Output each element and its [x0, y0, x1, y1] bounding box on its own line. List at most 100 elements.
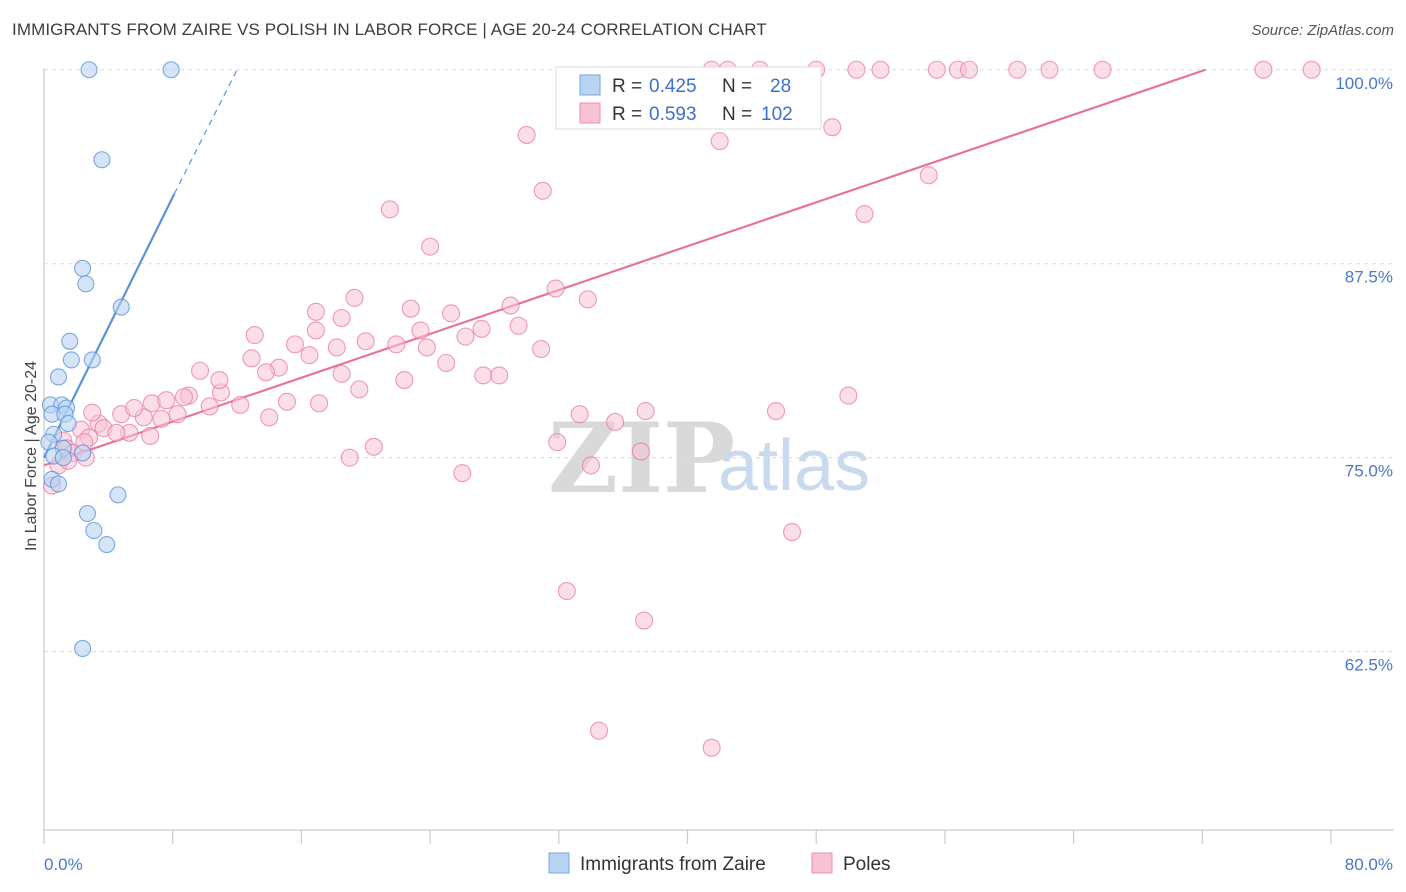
data-point-zaire: [49, 475, 68, 493]
data-point-poles: [636, 402, 655, 421]
data-point-poles: [959, 60, 979, 79]
data-point-zaire: [109, 486, 127, 504]
data-point-poles: [456, 327, 475, 346]
data-point-zaire: [77, 275, 95, 293]
data-point-poles: [260, 408, 279, 427]
data-point-poles: [231, 395, 250, 414]
data-point-poles: [490, 366, 509, 385]
x-tick-label: 0.0%: [44, 855, 83, 874]
data-point-poles: [256, 363, 276, 382]
data-point-poles: [245, 326, 264, 345]
data-point-poles: [125, 398, 144, 418]
data-point-poles: [306, 302, 325, 321]
data-point-poles: [474, 366, 493, 385]
data-point-poles: [871, 60, 890, 79]
data-point-poles: [766, 402, 786, 421]
legend-swatch-zaire: [579, 74, 601, 96]
data-point-poles: [517, 125, 536, 144]
data-point-poles: [350, 380, 369, 399]
data-point-zaire: [78, 504, 96, 523]
legend-n-value-poles: 102: [761, 104, 793, 125]
data-point-poles: [635, 611, 654, 630]
bottom-legend-swatch-zaire: [548, 852, 570, 874]
source-note: Source: ZipAtlas.com: [1251, 22, 1394, 39]
data-point-poles: [401, 299, 420, 318]
data-point-zaire: [85, 522, 103, 540]
bottom-legend-swatch-poles: [811, 852, 833, 874]
data-point-poles: [501, 296, 520, 315]
series-zaire: [40, 61, 180, 658]
data-point-poles: [578, 290, 597, 309]
data-point-poles: [157, 391, 176, 410]
data-point-poles: [1040, 60, 1059, 79]
data-point-poles: [242, 349, 261, 368]
data-point-poles: [533, 181, 552, 200]
y-axis-label: In Labor Force | Age 20-24: [23, 361, 40, 551]
data-point-poles: [441, 304, 461, 323]
data-point-poles: [1093, 60, 1112, 79]
data-point-zaire: [98, 535, 116, 554]
data-point-poles: [783, 523, 802, 542]
data-point-poles: [340, 448, 359, 467]
y-tick-labels: 62.5% 75.0% 87.5% 100.0%: [1335, 74, 1393, 675]
data-point-poles: [364, 437, 383, 456]
data-point-poles: [306, 321, 325, 340]
chart-title: IMMIGRANTS FROM ZAIRE VS POLISH IN LABOR…: [12, 20, 767, 39]
data-point-poles: [300, 346, 319, 365]
data-point-poles: [631, 442, 650, 461]
data-point-poles: [453, 464, 472, 483]
data-point-poles: [546, 279, 565, 298]
data-point-zaire: [112, 298, 130, 316]
legend-swatch-poles: [579, 102, 601, 124]
data-point-zaire: [74, 444, 92, 462]
data-point-poles: [548, 433, 567, 452]
y-tick-label: 100.0%: [1335, 74, 1393, 93]
data-point-poles: [345, 288, 364, 307]
data-point-poles: [472, 319, 491, 338]
data-point-poles: [581, 456, 601, 475]
legend-r-label-poles: R =: [612, 104, 642, 125]
data-point-poles: [107, 423, 126, 442]
data-point-poles: [1302, 60, 1321, 79]
data-point-poles: [557, 582, 576, 601]
stats-legend: R = 0.425 N = 28 R = 0.593 N = 102: [555, 66, 822, 130]
data-point-poles: [1254, 60, 1273, 79]
legend-r-value-poles: 0.593: [649, 104, 697, 125]
data-point-poles: [141, 426, 160, 445]
data-point-poles: [277, 392, 296, 411]
data-point-zaire: [59, 414, 77, 433]
data-point-zaire: [74, 639, 92, 658]
data-point-poles: [702, 738, 721, 757]
data-point-poles: [332, 364, 351, 383]
data-point-poles: [589, 721, 609, 740]
data-point-poles: [285, 335, 305, 354]
data-point-poles: [387, 335, 406, 354]
data-point-poles: [927, 60, 946, 79]
data-point-poles: [174, 388, 194, 407]
data-point-poles: [395, 371, 414, 390]
data-point-zaire: [54, 449, 72, 467]
data-point-poles: [855, 204, 874, 224]
data-point-poles: [532, 339, 551, 359]
data-point-poles: [570, 405, 589, 424]
data-point-poles: [168, 405, 187, 424]
watermark: ZIP atlas: [548, 402, 870, 515]
data-point-poles: [1008, 60, 1027, 79]
data-point-poles: [190, 361, 210, 380]
data-point-zaire: [83, 351, 101, 369]
data-point-zaire: [93, 151, 111, 169]
x-tick-label: 80.0%: [1345, 855, 1393, 874]
data-point-poles: [200, 397, 219, 416]
data-point-poles: [606, 412, 625, 432]
legend-r-value-zaire: 0.425: [649, 76, 697, 97]
data-point-zaire: [74, 259, 92, 277]
data-point-poles: [710, 132, 729, 151]
data-point-poles: [210, 371, 229, 390]
bottom-legend-label-poles: Poles: [843, 854, 891, 875]
y-tick-label: 87.5%: [1345, 268, 1393, 287]
data-point-poles: [332, 308, 351, 328]
data-point-poles: [417, 338, 436, 357]
data-point-poles: [380, 200, 399, 219]
trend-line-zaire-extension: [173, 69, 238, 195]
data-point-zaire: [62, 351, 80, 369]
